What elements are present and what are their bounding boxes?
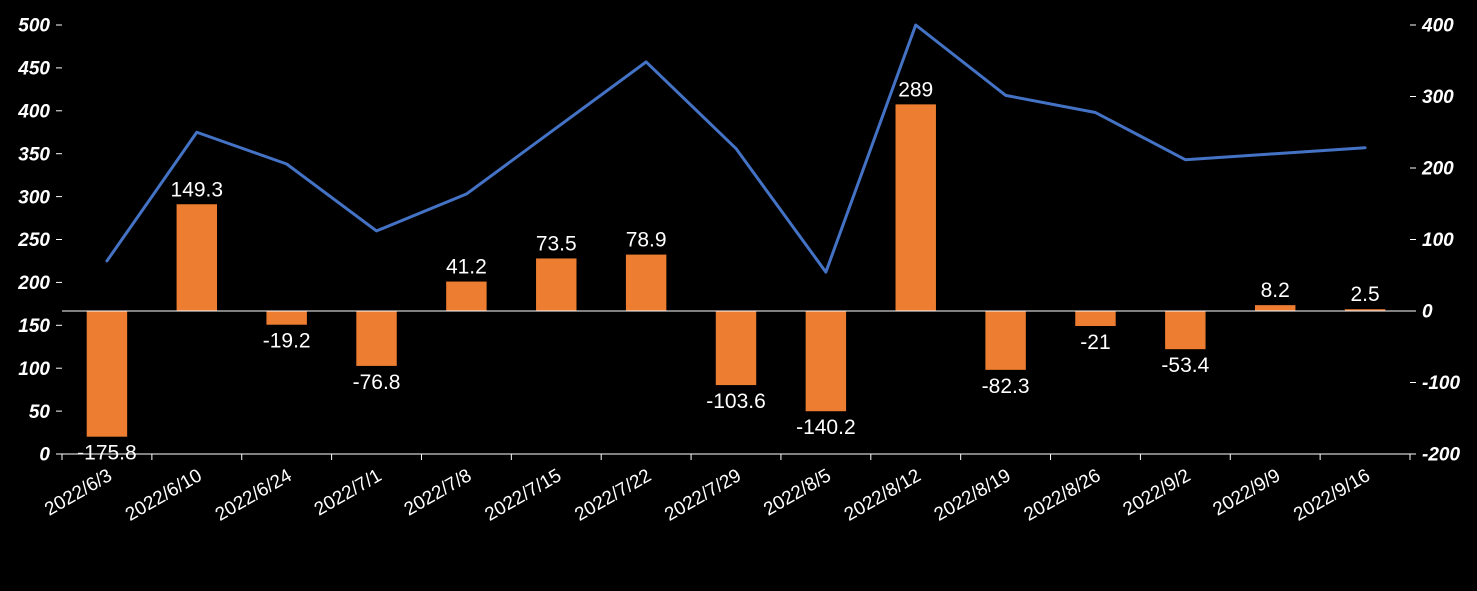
bar <box>266 311 306 325</box>
bar <box>896 104 936 311</box>
left-axis-label: 250 <box>17 230 50 251</box>
right-axis-label: -100 <box>1422 373 1460 394</box>
bar <box>985 311 1025 370</box>
bar <box>716 311 756 385</box>
bar-data-label: 289 <box>898 78 933 101</box>
combo-chart: 0 50 100 150 200 250 300 350 400 450 500 -200 -100 0 1… <box>0 0 1477 591</box>
left-axis-label: 200 <box>17 273 50 294</box>
bar-data-label: -21 <box>1080 331 1110 354</box>
bar <box>1165 311 1205 349</box>
left-axis-label: 450 <box>17 59 50 80</box>
bar-data-label: -82.3 <box>982 375 1030 398</box>
bar-data-label: -53.4 <box>1161 354 1209 377</box>
bar-data-label: 8.2 <box>1261 279 1290 302</box>
bar <box>356 311 396 366</box>
right-axis-label: 200 <box>1421 159 1454 180</box>
right-axis-label: 100 <box>1422 230 1454 251</box>
bar <box>177 204 217 311</box>
left-axis-label: 150 <box>18 316 50 337</box>
left-axis-label: 100 <box>18 359 50 380</box>
bar <box>806 311 846 411</box>
right-axis-label: 300 <box>1422 87 1454 108</box>
bar-data-label: -175.8 <box>77 442 137 465</box>
bar <box>1255 305 1295 311</box>
bar <box>446 282 486 311</box>
left-axis-label: 500 <box>18 16 50 37</box>
bar <box>536 258 576 311</box>
bar-data-label: 149.3 <box>171 178 224 201</box>
right-axis-label: -200 <box>1422 445 1460 466</box>
bar-data-label: 41.2 <box>446 256 487 279</box>
bar-data-label: -140.2 <box>796 416 856 439</box>
right-axis-label: 0 <box>1422 302 1433 323</box>
bar-data-label: -103.6 <box>706 390 766 413</box>
bar-data-label: 2.5 <box>1350 283 1379 306</box>
left-axis-label: 0 <box>39 445 50 466</box>
left-axis-label: 300 <box>18 187 50 208</box>
bar <box>87 311 127 437</box>
left-axis-label: 400 <box>17 101 50 122</box>
bar <box>1075 311 1115 326</box>
bar-data-label: -19.2 <box>263 330 311 353</box>
chart-svg: 0 50 100 150 200 250 300 350 400 450 500 -200 -100 0 1… <box>0 0 1477 591</box>
right-axis-label: 400 <box>1421 16 1454 37</box>
bar-data-label: 78.9 <box>626 229 667 252</box>
bar-data-label: 73.5 <box>536 232 577 255</box>
left-axis-label: 50 <box>29 402 51 423</box>
left-axis-label: 350 <box>18 144 50 165</box>
bar-data-label: -76.8 <box>353 371 401 394</box>
bar <box>626 255 666 311</box>
